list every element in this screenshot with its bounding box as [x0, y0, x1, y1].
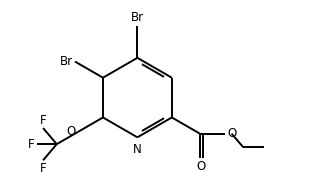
Text: N: N	[133, 143, 142, 156]
Text: F: F	[28, 138, 34, 151]
Text: Br: Br	[59, 55, 72, 68]
Text: F: F	[40, 114, 46, 127]
Text: O: O	[227, 127, 236, 140]
Text: Br: Br	[131, 11, 144, 24]
Text: O: O	[197, 160, 206, 173]
Text: O: O	[67, 125, 76, 138]
Text: F: F	[40, 162, 46, 175]
